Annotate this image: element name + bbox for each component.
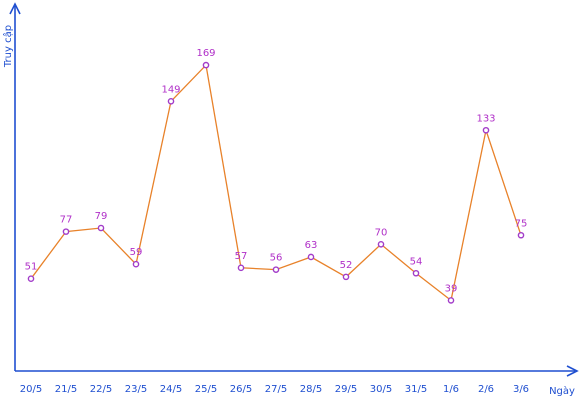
data-point xyxy=(62,228,70,235)
data-label: 39 xyxy=(445,283,458,294)
data-label: 169 xyxy=(196,48,215,59)
data-labels: 51 77 79 59 149 169 57 56 63 52 70 54 39 133 75 xyxy=(25,48,528,294)
data-point xyxy=(237,264,245,272)
x-tick-label: 23/5 xyxy=(125,384,147,395)
x-tick-label: 26/5 xyxy=(230,384,252,395)
data-point xyxy=(447,297,455,304)
x-tick-label: 27/5 xyxy=(265,384,287,395)
y-axis-title: Truy cập xyxy=(2,25,14,68)
data-label: 75 xyxy=(515,218,528,229)
data-point xyxy=(517,231,525,239)
data-label: 54 xyxy=(410,256,423,267)
data-point xyxy=(202,61,210,69)
x-tick-label: 3/6 xyxy=(513,384,529,395)
data-point xyxy=(377,240,385,248)
data-label: 63 xyxy=(305,240,318,251)
x-tick-labels: 20/5 21/5 22/5 23/5 24/5 25/5 26/5 27/5 28/5 29/5… xyxy=(20,384,529,395)
data-point xyxy=(167,98,175,105)
data-label: 59 xyxy=(130,247,143,258)
data-label: 70 xyxy=(375,227,388,238)
axes xyxy=(9,2,579,377)
data-point xyxy=(97,224,105,232)
data-label: 149 xyxy=(161,84,180,95)
data-label: 133 xyxy=(476,113,495,124)
x-tick-label: 30/5 xyxy=(370,384,392,395)
data-point xyxy=(27,275,35,282)
series-line xyxy=(30,63,522,302)
x-tick-label: 20/5 xyxy=(20,384,42,395)
x-tick-label: 24/5 xyxy=(160,384,182,395)
data-label: 79 xyxy=(95,211,108,222)
x-tick-label: 22/5 xyxy=(90,384,112,395)
data-label: 51 xyxy=(25,262,38,273)
data-point xyxy=(342,273,350,281)
data-markers xyxy=(27,61,525,304)
x-tick-label: 2/6 xyxy=(478,384,494,395)
x-tick-label: 31/5 xyxy=(405,384,427,395)
x-axis-arrow xyxy=(566,365,579,377)
data-label: 57 xyxy=(235,251,248,262)
data-point xyxy=(307,253,315,261)
data-label: 52 xyxy=(340,260,353,271)
x-tick-label: 21/5 xyxy=(55,384,77,395)
data-label: 77 xyxy=(60,215,73,226)
data-label: 56 xyxy=(270,253,283,264)
x-tick-label: 28/5 xyxy=(300,384,322,395)
y-axis-arrow xyxy=(9,2,21,15)
data-point xyxy=(482,126,490,134)
data-point xyxy=(132,260,140,268)
data-point xyxy=(272,266,280,273)
x-axis-title: Ngày xyxy=(549,385,575,397)
x-tick-label: 25/5 xyxy=(195,384,217,395)
x-tick-label: 1/6 xyxy=(443,384,459,395)
data-point xyxy=(412,269,420,277)
x-tick-label: 29/5 xyxy=(335,384,357,395)
